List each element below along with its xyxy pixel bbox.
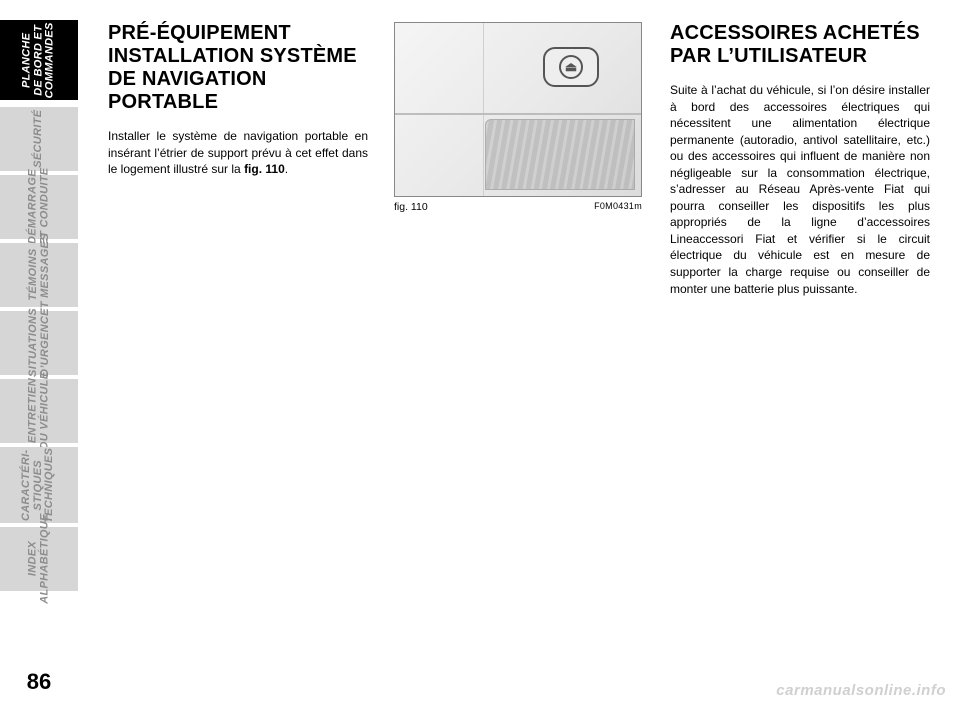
title-pre-equipement: PRÉ-ÉQUIPEMENT INSTALLATION SYSTÈME DE N… <box>108 22 368 114</box>
tab-caracteristiques-tech[interactable]: CARACTÉRI- STIQUES TECHNIQUES <box>0 447 78 523</box>
tab-temoins-messages[interactable]: TÉMOINS ET MESSAGES <box>0 243 78 307</box>
page-content: PRÉ-ÉQUIPEMENT INSTALLATION SYSTÈME DE N… <box>108 22 930 297</box>
tab-label: ENTRETIEN DU VÉHICULE <box>27 372 50 450</box>
page-number: 86 <box>0 669 78 695</box>
watermark: carmanualsonline.info <box>776 682 946 699</box>
figure-caption-left: fig. 110 <box>394 201 428 213</box>
dashboard-seam-horizontal <box>395 113 641 115</box>
body-pre-equipement: Installer le système de navigation porta… <box>108 128 368 178</box>
tab-entretien-vehicule[interactable]: ENTRETIEN DU VÉHICULE <box>0 379 78 443</box>
figure-110: ⏏ fig. 110 F0M0431m <box>394 22 642 213</box>
figure-caption-code: F0M0431m <box>594 201 642 213</box>
tab-index-alphabetique[interactable]: INDEX ALPHABÉTIQUE <box>0 527 78 591</box>
col-right: ACCESSOIRES ACHETÉS PAR L’UTILISATEUR Su… <box>670 22 930 297</box>
tab-demarrage-conduite[interactable]: DÉMARRAGE ET CONDUITE <box>0 175 78 239</box>
title-accessoires: ACCESSOIRES ACHETÉS PAR L’UTILISATEUR <box>670 22 930 68</box>
tab-label: INDEX ALPHABÉTIQUE <box>27 514 50 604</box>
figure-caption: fig. 110 F0M0431m <box>394 201 642 213</box>
eject-icon: ⏏ <box>559 55 583 79</box>
tab-planche-de-bord[interactable]: PLANCHE DE BORD ET COMMANDES <box>0 20 78 100</box>
body-text-part1: Installer le système de navigation porta… <box>108 129 368 176</box>
tab-label: CARACTÉRI- STIQUES TECHNIQUES <box>22 447 57 522</box>
body-text-part2: . <box>285 162 288 176</box>
col-figure: ⏏ fig. 110 F0M0431m <box>394 22 644 297</box>
air-vent-grille <box>485 119 635 190</box>
tab-label: PLANCHE DE BORD ET COMMANDES <box>22 22 57 98</box>
tab-situations-urgence[interactable]: SITUATIONS D’URGENCE <box>0 311 78 375</box>
sidebar-tabs: PLANCHE DE BORD ET COMMANDES SÉCURITÉ DÉ… <box>0 0 78 709</box>
tab-label: SÉCURITÉ <box>33 110 45 168</box>
body-accessoires: Suite à l’achat du véhicule, si l’on dés… <box>670 82 930 297</box>
figure-reference: fig. 110 <box>244 162 285 176</box>
figure-image: ⏏ <box>394 22 642 197</box>
tab-securite[interactable]: SÉCURITÉ <box>0 107 78 171</box>
col-left: PRÉ-ÉQUIPEMENT INSTALLATION SYSTÈME DE N… <box>108 22 368 297</box>
nav-mount-socket: ⏏ <box>543 47 599 87</box>
tab-label: SITUATIONS D’URGENCE <box>27 309 50 378</box>
dashboard-seam-vertical <box>483 23 484 196</box>
tab-label: TÉMOINS ET MESSAGES <box>27 234 50 317</box>
